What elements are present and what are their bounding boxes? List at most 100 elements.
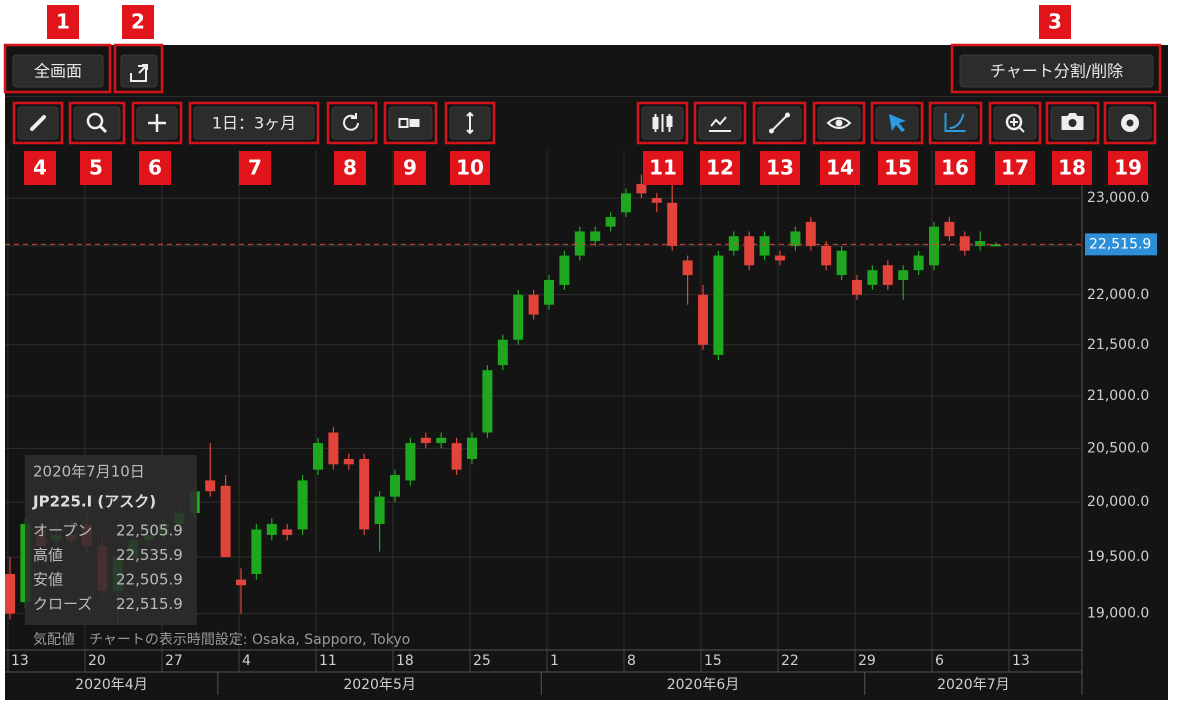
icon [770, 114, 789, 132]
annotation-number: 10 [456, 156, 484, 180]
button-outline [188, 101, 320, 145]
y-tick-label: 19,000.0 [1087, 606, 1149, 622]
button-outline [636, 101, 689, 145]
annotation-badge [122, 5, 154, 39]
tooltip-value: 22,535.9 [116, 546, 183, 564]
candle-body [205, 480, 216, 492]
candle-body [451, 443, 462, 470]
candle-body [713, 255, 724, 355]
candle-body [513, 294, 524, 340]
icon [1068, 119, 1077, 127]
annotation-badge [1052, 151, 1092, 185]
annotation-number: 18 [1058, 156, 1086, 180]
y-tick-label: 23,000.0 [1087, 190, 1149, 206]
annotation-number: 13 [766, 156, 794, 180]
candle-body [420, 437, 431, 444]
tooltip-key: 高値 [33, 546, 63, 564]
button[interactable] [73, 106, 121, 140]
month-label: 2020年6月 [667, 677, 740, 693]
candle-body [975, 241, 986, 246]
icon [1126, 119, 1134, 127]
x-tick-label: 1 [550, 653, 559, 669]
candle-body [574, 231, 585, 256]
icon [466, 111, 474, 135]
candle-body [251, 529, 262, 574]
candle-body [759, 236, 770, 256]
annotation-number: 6 [148, 156, 162, 180]
candle-body [913, 255, 924, 271]
candle-body [836, 250, 847, 276]
annotation-number: 7 [248, 156, 262, 180]
tooltip-date: 2020年7月10日 [33, 463, 145, 481]
button-label: 全画面 [34, 62, 82, 81]
annotation-badge [239, 151, 271, 185]
icon [785, 112, 790, 118]
icon [409, 119, 420, 127]
tooltip-value: 22,505.9 [116, 571, 183, 589]
annotation-number: 2 [131, 10, 145, 34]
annotation-badge [878, 151, 918, 185]
candle-body [343, 458, 354, 465]
x-tick-label: 6 [935, 653, 944, 669]
annotation-number: 3 [1048, 10, 1062, 34]
button[interactable] [12, 54, 104, 88]
annotation-number: 12 [706, 156, 734, 180]
x-tick-label: 25 [473, 653, 491, 669]
annotation-badge [394, 151, 426, 185]
annotation-badge [1108, 151, 1148, 185]
icon [86, 112, 104, 130]
button[interactable] [120, 54, 158, 88]
icon [835, 119, 843, 127]
annotation-number: 8 [343, 156, 357, 180]
candle-body [390, 475, 400, 497]
button[interactable] [193, 106, 315, 140]
tooltip-key: オープン [33, 522, 92, 540]
candle-body [405, 443, 416, 481]
button-outline [950, 43, 1162, 94]
button-outline [113, 43, 164, 94]
icon [30, 115, 46, 131]
icon [130, 64, 148, 82]
candle-body [220, 485, 231, 558]
tooltip-symbol: JP225.I (アスク) [32, 493, 156, 511]
y-tick-label: 21,000.0 [1087, 388, 1149, 404]
tooltip-value: 22,515.9 [116, 595, 183, 613]
annotation-number: 9 [403, 156, 417, 180]
button[interactable] [331, 106, 373, 140]
candle-body [359, 458, 370, 530]
button-outline [870, 101, 924, 145]
current-price-label: 22,515.9 [1089, 236, 1151, 252]
button[interactable] [959, 54, 1154, 88]
button-outline [752, 101, 807, 145]
button-outline [383, 101, 438, 145]
icon [769, 128, 774, 134]
button-outline [131, 101, 183, 145]
annotation-badge [334, 151, 366, 185]
button-outline [812, 101, 866, 145]
icon [343, 113, 359, 131]
candle-body [852, 279, 862, 295]
candle-body [467, 437, 477, 459]
button-outline [444, 101, 496, 145]
candle-body [867, 270, 878, 285]
candle-body [744, 236, 755, 266]
annotation-number: 14 [826, 156, 854, 180]
candle-body [236, 579, 246, 586]
candle-body [266, 523, 277, 535]
candle-body [282, 529, 293, 535]
button[interactable] [933, 106, 978, 140]
y-tick-label: 20,500.0 [1087, 440, 1149, 456]
candle-body [728, 236, 739, 251]
annotation-badge [139, 151, 171, 185]
candle-body [313, 443, 323, 470]
candle-body [621, 193, 631, 213]
y-tick-label: 22,000.0 [1087, 287, 1149, 303]
annotation-number: 19 [1114, 156, 1142, 180]
button-label: 1日：3ヶ月 [212, 114, 296, 133]
icon [709, 116, 731, 132]
button-label: チャート分割/削除 [990, 62, 1123, 81]
annotation-badge [700, 151, 740, 185]
y-tick-label: 21,500.0 [1087, 337, 1149, 353]
icon [826, 117, 852, 129]
candle-body [682, 260, 693, 276]
